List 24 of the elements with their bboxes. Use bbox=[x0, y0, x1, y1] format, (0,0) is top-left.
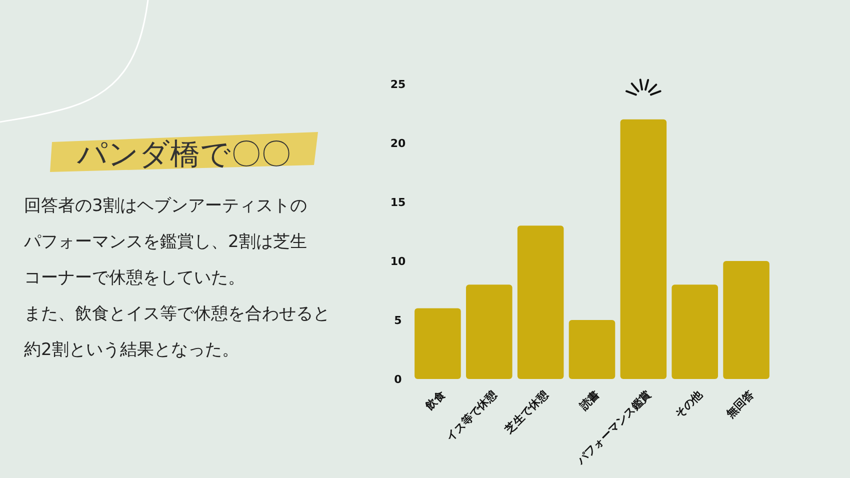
y-tick-label: 10 bbox=[390, 255, 406, 268]
x-tick-label: 無回答 bbox=[723, 387, 758, 422]
x-tick-label: その他 bbox=[672, 387, 706, 420]
bar bbox=[414, 308, 461, 379]
y-tick-label: 5 bbox=[394, 314, 402, 327]
bar bbox=[466, 284, 512, 379]
text: 約2割という結果となった。 bbox=[24, 340, 239, 360]
bar bbox=[620, 119, 667, 379]
text: また、飲食とイス等で休憩を合わせると bbox=[24, 304, 330, 324]
y-tick-label: 25 bbox=[390, 78, 406, 91]
x-tick-label: 飲食 bbox=[422, 388, 448, 414]
y-tick-label: 20 bbox=[390, 137, 406, 150]
text: パンダ橋で〇〇 bbox=[76, 137, 291, 172]
text: 回答者の3割はヘブンアーティストの bbox=[24, 196, 307, 216]
bar bbox=[568, 320, 616, 379]
y-tick-label: 15 bbox=[390, 196, 406, 209]
x-tick-label: 芝生で休憩 bbox=[502, 387, 552, 437]
x-tick-label: 読書 bbox=[576, 388, 602, 414]
y-tick-label: 0 bbox=[394, 373, 402, 386]
bar bbox=[723, 261, 770, 379]
bar bbox=[517, 226, 564, 379]
text: コーナーで休憩をしていた。 bbox=[24, 268, 245, 288]
bar bbox=[672, 284, 718, 379]
text: パフォーマンスを鑑賞し、2割は芝生 bbox=[23, 232, 307, 252]
